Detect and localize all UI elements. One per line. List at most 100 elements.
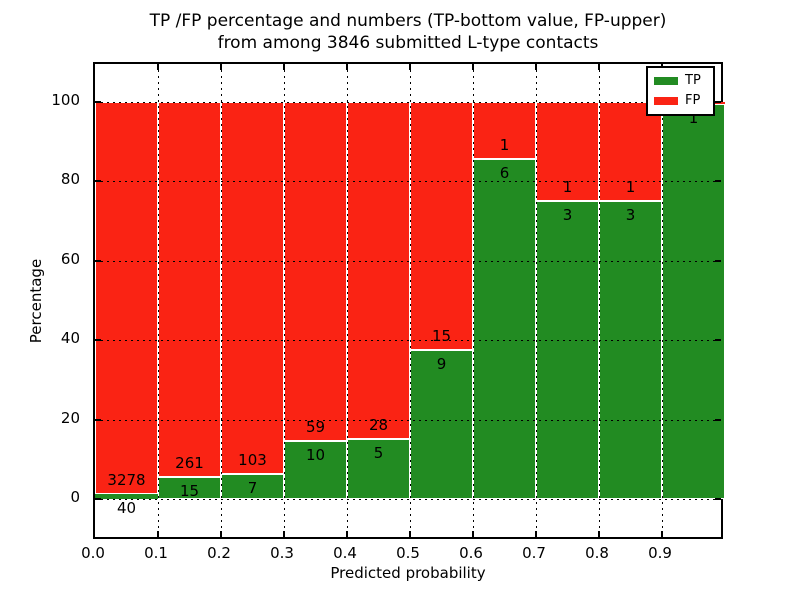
tp-count-label: 5: [373, 443, 384, 462]
gridline-vertical: [662, 64, 663, 537]
x-tick-label: 0.3: [270, 544, 294, 562]
x-tick-mark: [220, 531, 222, 537]
tp-count-label: 6: [499, 163, 510, 182]
y-tick-label: 20: [60, 408, 80, 427]
bar-segment-tp: [410, 350, 473, 499]
y-tick-mark: [95, 259, 101, 262]
bar-segment-tp: [284, 441, 347, 499]
y-tick-label: 0: [70, 488, 80, 506]
x-tick-mark-top: [409, 64, 411, 70]
bar-segment-tp: [347, 438, 410, 499]
bar-segment-fp: [221, 102, 284, 474]
tp-count-label: 3: [625, 206, 636, 225]
fp-count-label: 59: [305, 418, 326, 437]
bar-segment-fp: [158, 102, 221, 478]
x-tick-label: 0.4: [333, 544, 357, 562]
bar-segment-tp: [221, 473, 284, 499]
legend-label-fp: FP: [685, 93, 701, 108]
fp-count-label: 28: [368, 415, 389, 434]
x-tick-mark: [598, 531, 600, 537]
gridline-vertical: [221, 64, 222, 537]
y-tick-mark: [95, 180, 101, 183]
x-tick-mark: [283, 531, 285, 537]
y-tick-mark: [95, 101, 101, 103]
x-tick-mark: [535, 531, 537, 537]
chart-title: TP /FP percentage and numbers (TP-bottom…: [93, 10, 723, 54]
tp-count-label: 1: [688, 109, 699, 128]
x-tick-mark-top: [535, 64, 537, 70]
fp-count-label: 15: [431, 327, 452, 346]
tp-count-label: 40: [116, 499, 137, 518]
bar-segment-tp: [536, 201, 599, 499]
bar-segment-tp: [95, 494, 158, 499]
x-tick-mark: [409, 531, 411, 537]
legend: TP FP: [646, 66, 715, 116]
legend-label-tp: TP: [685, 73, 701, 88]
gridline-vertical: [158, 64, 159, 537]
y-tick-mark-right: [715, 259, 721, 262]
y-tick-label: 40: [60, 329, 80, 348]
x-tick-mark-top: [472, 64, 474, 70]
y-tick-label: 100: [51, 91, 80, 109]
fp-swatch-icon: [654, 97, 678, 105]
y-tick-label: 60: [60, 249, 80, 268]
plot-area: 3278 40 261 15 103 7 59 10 28 5 15 9 1 6 1 3 1 3 1: [93, 62, 725, 539]
gridline-vertical: [473, 64, 474, 537]
tp-count-label: 9: [436, 355, 447, 374]
gridline-vertical: [599, 64, 600, 537]
gridline-vertical: [536, 64, 537, 537]
tp-count-label: 3: [562, 206, 573, 225]
y-tick-label: 80: [60, 170, 80, 189]
x-tick-label: 0.9: [648, 544, 672, 562]
x-tick-label: 0.1: [144, 544, 168, 562]
legend-row-tp: TP: [654, 74, 707, 88]
bar-segment-fp: [284, 102, 347, 442]
gridline-vertical: [410, 64, 411, 537]
gridline-horizontal: [95, 499, 721, 500]
x-tick-mark-top: [220, 64, 222, 70]
fp-count-label: 1: [625, 178, 636, 197]
bar-segment-fp: [347, 102, 410, 439]
y-tick-mark-right: [715, 498, 721, 500]
chart-title-line2: from among 3846 submitted L-type contact…: [217, 33, 599, 53]
gridline-horizontal: [95, 340, 721, 342]
x-tick-mark: [472, 531, 474, 537]
tp-count-label: 15: [179, 482, 200, 501]
y-axis-label: Percentage: [27, 258, 45, 344]
x-tick-label: 0.2: [207, 544, 231, 562]
y-tick-mark: [95, 339, 101, 342]
x-tick-mark-top: [598, 64, 600, 70]
y-tick-mark-right: [715, 339, 721, 342]
bar-segment-tp: [599, 201, 662, 499]
x-tick-label: 0.0: [81, 544, 105, 562]
fp-count-label: 3278: [107, 471, 146, 490]
gridline-horizontal: [95, 260, 721, 262]
bar-segment-fp: [410, 102, 473, 351]
x-tick-label: 0.8: [585, 544, 609, 562]
x-tick-mark: [157, 531, 159, 537]
x-tick-label: 0.5: [396, 544, 420, 562]
y-tick-mark-right: [715, 101, 721, 103]
bar-segment-tp: [473, 158, 536, 499]
tp-count-label: 7: [247, 478, 258, 497]
gridline-vertical: [284, 64, 285, 537]
x-tick-mark-top: [157, 64, 159, 70]
gridline-vertical: [347, 64, 348, 537]
bar-segment-fp: [536, 102, 599, 202]
y-tick-mark-right: [715, 418, 721, 421]
tp-count-label: 10: [305, 446, 326, 465]
chart-title-line1: TP /FP percentage and numbers (TP-bottom…: [149, 11, 667, 31]
x-tick-mark: [661, 531, 663, 537]
gridline-horizontal: [95, 181, 721, 183]
fp-count-label: 1: [499, 135, 510, 154]
gridline-horizontal: [95, 419, 721, 421]
fp-count-label: 261: [175, 454, 204, 473]
x-tick-label: 0.6: [459, 544, 483, 562]
y-tick-mark: [95, 418, 101, 421]
x-tick-label: 0.7: [522, 544, 546, 562]
x-axis-label: Predicted probability: [330, 564, 486, 582]
y-tick-mark: [95, 498, 101, 500]
x-tick-mark-top: [283, 64, 285, 70]
fp-count-label: 103: [238, 450, 267, 469]
